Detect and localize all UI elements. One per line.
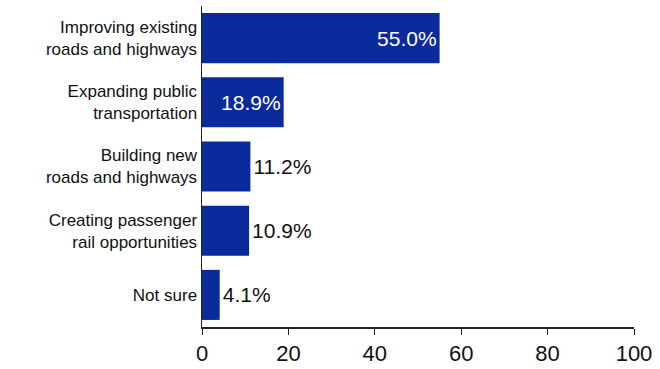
svg-text:40: 40 [363, 341, 387, 366]
svg-text:18.9%: 18.9% [221, 91, 281, 114]
svg-text:20: 20 [276, 341, 300, 366]
svg-text:80: 80 [535, 341, 559, 366]
svg-text:60: 60 [449, 341, 473, 366]
svg-text:Creating passengerrail opportu: Creating passengerrail opportunities [49, 211, 198, 252]
svg-text:Expanding publictransportation: Expanding publictransportation [68, 82, 198, 123]
svg-text:55.0%: 55.0% [377, 27, 437, 50]
svg-text:Not sure: Not sure [133, 286, 197, 305]
svg-text:Improving existingroads and hi: Improving existingroads and highways [46, 18, 197, 59]
svg-text:10.9%: 10.9% [252, 219, 312, 242]
svg-text:Building newroads and highways: Building newroads and highways [46, 146, 198, 187]
svg-text:0: 0 [196, 341, 208, 366]
svg-text:4.1%: 4.1% [223, 283, 271, 306]
svg-text:11.2%: 11.2% [253, 155, 311, 178]
svg-text:100: 100 [616, 341, 653, 366]
